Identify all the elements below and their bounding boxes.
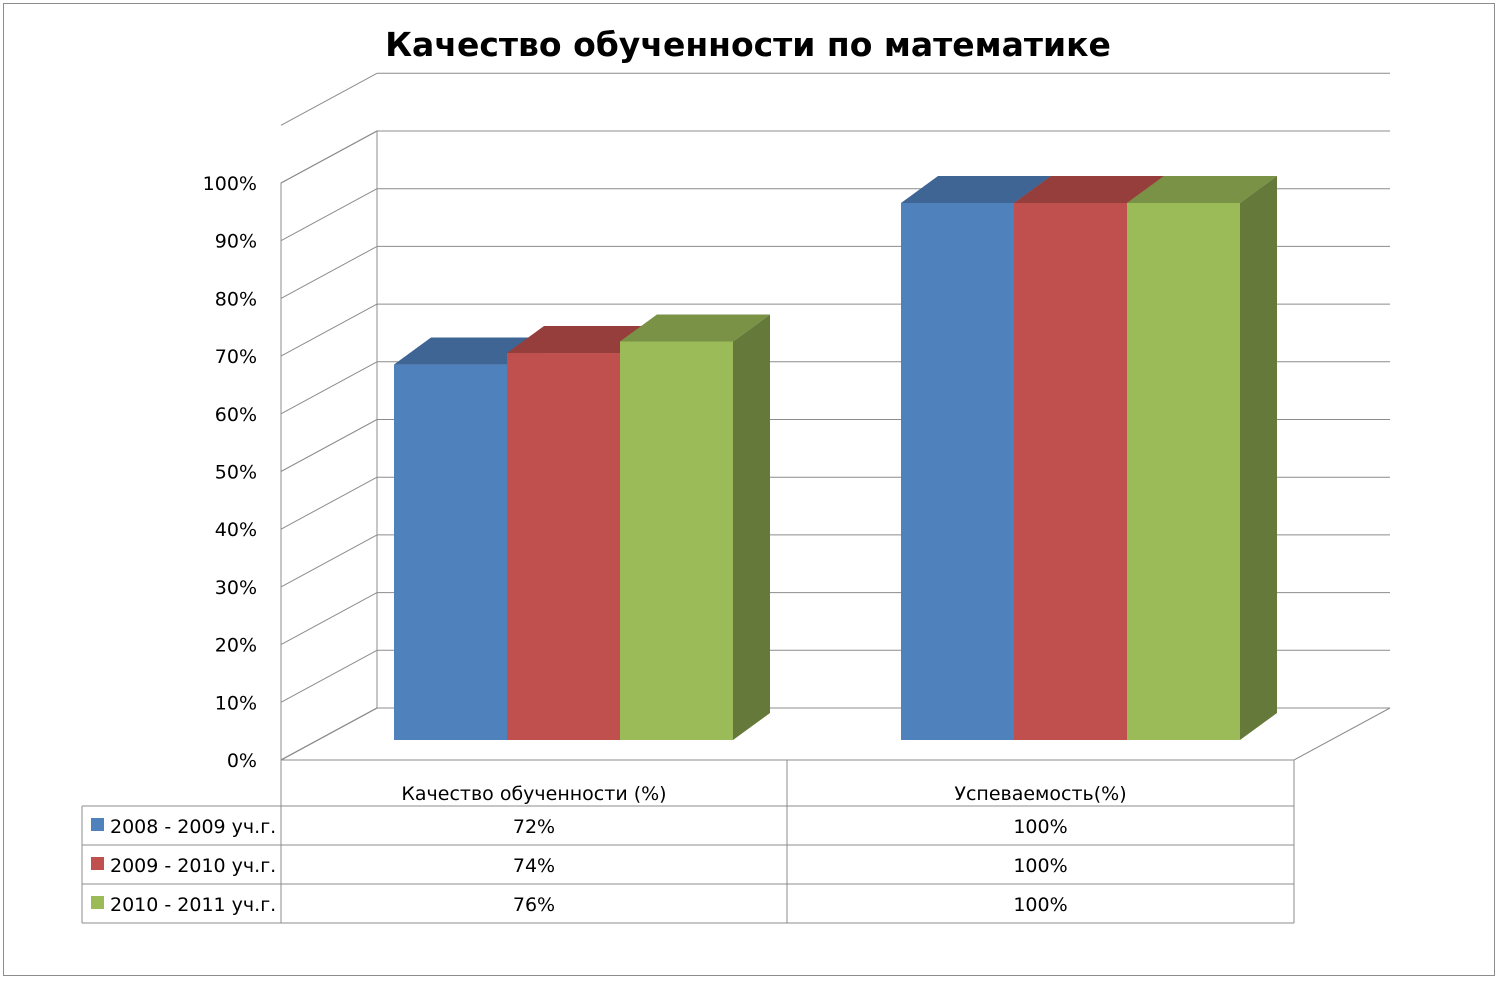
gridline-side [280,361,378,415]
data-table: Качество обученности (%) Успеваемость(%) 2… [81,760,1295,924]
bars [394,176,1277,740]
bar-top [1127,176,1277,203]
legend-key [91,896,104,909]
gridline-side [280,72,378,126]
legend-key [91,857,104,870]
gridline-side [280,303,378,357]
gridline-side [280,419,378,472]
table-cell: 76% [513,894,555,916]
legend-label: 2009 - 2010 уч.г. [110,855,276,877]
y-tick-label: 60% [215,404,257,426]
table-cell: 100% [1013,894,1067,916]
legend-key [91,818,104,831]
y-tick-label: 90% [215,231,257,253]
bar-front [901,203,1014,740]
bar [507,326,657,740]
table-header: Успеваемость(%) [954,783,1126,805]
bar-side [733,314,770,740]
bar-front [1014,203,1127,740]
y-tick-label: 40% [215,519,257,541]
table-header: Качество обученности (%) [401,783,666,805]
gridline-side [280,592,378,646]
y-tick-label: 10% [215,692,257,714]
y-tick-label: 20% [215,635,257,657]
gridline-side [280,534,378,588]
bar-front [1127,203,1240,740]
gridline-side [280,476,378,530]
gridline-side [280,707,378,761]
bar [1127,176,1277,740]
bar-front [507,353,620,740]
table-cell: 72% [513,816,555,838]
y-tick-label: 0% [227,750,257,772]
gridline-side [280,130,378,184]
bar-top [1014,176,1164,203]
gridline-side [280,188,378,242]
bar [620,314,770,740]
bar-top [620,314,770,342]
table-cell: 100% [1013,816,1067,838]
y-tick-label: 100% [203,173,257,195]
bar-top [901,176,1051,203]
y-tick-label: 50% [215,462,257,484]
bar-top [507,326,657,354]
y-axis-ticks: 0% 10% 20% 30% 40% 50% 60% 70% 80% 90% 100% [203,173,257,772]
table-cell: 74% [513,855,555,877]
bar-side [1240,176,1277,740]
gridline-side [280,649,378,703]
legend-label: 2010 - 2011 уч.г. [110,894,276,916]
table-cell: 100% [1013,855,1067,877]
y-tick-label: 30% [215,577,257,599]
y-tick-label: 70% [215,346,257,368]
chart-title: Качество обученности по математике [385,25,1111,64]
gridline-side [280,245,378,299]
legend-label: 2008 - 2009 уч.г. [110,816,276,838]
y-tick-label: 80% [215,288,257,310]
bar-top [394,337,544,365]
bar-front [394,364,507,740]
bar-front [620,341,733,740]
